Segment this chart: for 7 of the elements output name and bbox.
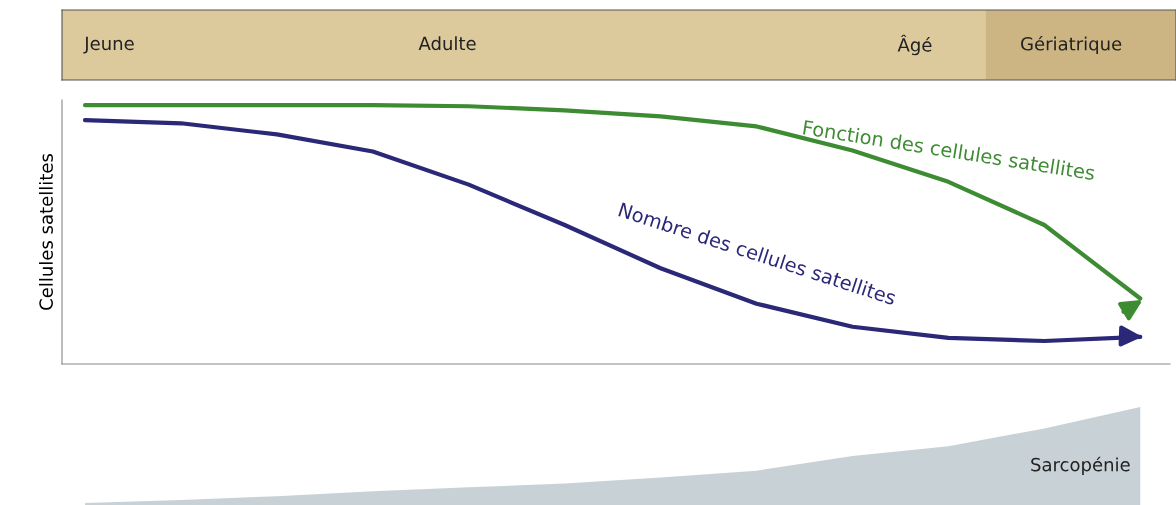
series-label: Sarcopénie: [1031, 456, 1130, 475]
text: Âgé: [897, 34, 932, 56]
text: Jeune: [83, 36, 134, 54]
text: Adulte: [418, 36, 476, 51]
y-axis-title: Cellules satellites: [38, 154, 53, 310]
text: Fonction des cellules satellites: [803, 119, 1096, 181]
text: Gériatrique: [1021, 35, 1122, 55]
